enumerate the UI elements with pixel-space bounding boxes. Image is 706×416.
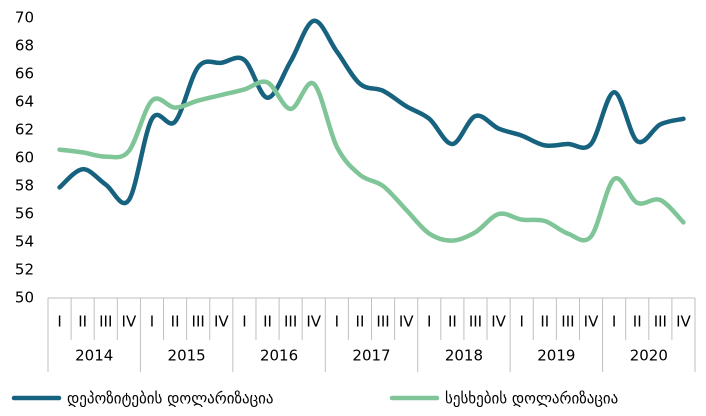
series-line <box>57 79 686 243</box>
x-group-label: 2019 <box>537 347 575 365</box>
x-group-label: 2020 <box>630 347 668 365</box>
x-tick-label: IV <box>214 313 229 331</box>
x-tick-label: III <box>99 313 112 331</box>
x-tick-label: III <box>376 313 389 331</box>
x-group-label: 2015 <box>168 347 206 365</box>
x-tick-label: III <box>561 313 574 331</box>
x-tick-label: IV <box>399 313 414 331</box>
x-group-label: 2018 <box>445 347 483 365</box>
x-tick-label: II <box>78 313 87 331</box>
x-group-label: 2014 <box>75 347 113 365</box>
x-tick-label: III <box>654 313 667 331</box>
x-tick-label: III <box>192 313 205 331</box>
x-tick-label: II <box>633 313 642 331</box>
y-tick-label: 52 <box>15 261 34 279</box>
y-tick-label: 68 <box>15 37 34 55</box>
legend-label: დეპოზიტების დოლარიზაცია <box>67 390 274 408</box>
x-tick-label: III <box>284 313 297 331</box>
x-tick-label: IV <box>306 313 321 331</box>
x-tick-label: I <box>427 313 431 331</box>
x-tick-label: I <box>150 313 154 331</box>
x-tick-label: IV <box>584 313 599 331</box>
x-tick-label: II <box>356 313 365 331</box>
x-tick-label: II <box>171 313 180 331</box>
x-tick-label: IV <box>676 313 691 331</box>
y-tick-label: 66 <box>15 65 34 83</box>
y-tick-label: 62 <box>15 121 34 139</box>
y-tick-label: 50 <box>15 289 34 307</box>
y-tick-label: 54 <box>15 233 34 251</box>
x-tick-label: I <box>242 313 246 331</box>
x-tick-label: III <box>469 313 482 331</box>
y-tick-label: 64 <box>15 93 34 111</box>
y-tick-label: 70 <box>15 9 34 27</box>
y-tick-label: 58 <box>15 177 34 195</box>
x-group-label: 2017 <box>352 347 390 365</box>
x-tick-label: I <box>335 313 339 331</box>
x-tick-label: I <box>612 313 616 331</box>
y-tick-label: 56 <box>15 205 34 223</box>
legend-label: სესხების დოლარიზაცია <box>445 390 618 408</box>
x-tick-label: II <box>448 313 457 331</box>
x-tick-label: IV <box>491 313 506 331</box>
x-tick-label: I <box>519 313 523 331</box>
series-line <box>57 18 686 206</box>
x-tick-label: I <box>57 313 61 331</box>
x-group-label: 2016 <box>260 347 298 365</box>
y-tick-label: 60 <box>15 149 34 167</box>
x-tick-label: II <box>263 313 272 331</box>
x-tick-label: IV <box>122 313 137 331</box>
x-tick-label: II <box>540 313 549 331</box>
